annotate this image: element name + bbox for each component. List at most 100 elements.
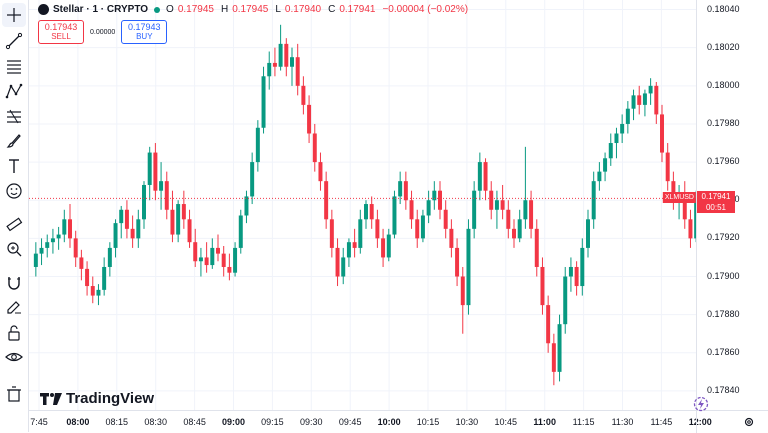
candle	[489, 181, 494, 220]
candle	[386, 228, 391, 262]
time-axis[interactable]: 7:45 08:00 08:15 08:30 08:45 09:00 09:15 09:30 0…	[29, 410, 712, 433]
candle	[381, 228, 386, 267]
candle-body	[352, 242, 357, 248]
candle-body	[420, 215, 425, 239]
candle	[483, 158, 488, 201]
candle-body	[517, 219, 522, 239]
candle-body	[494, 200, 499, 210]
candle	[159, 162, 164, 210]
candle	[204, 242, 209, 273]
unlock-tool[interactable]	[2, 321, 26, 345]
candle	[455, 238, 460, 287]
brand-name: TradingView	[66, 390, 155, 407]
crosshair-tool[interactable]	[2, 3, 26, 27]
candle	[170, 190, 175, 243]
time-tick-label: 12:00	[688, 417, 712, 427]
candle-body	[33, 253, 38, 267]
candle-body	[489, 190, 494, 210]
candle-body	[381, 238, 386, 258]
tradingview-logo-icon	[40, 392, 62, 405]
candle-body	[369, 204, 374, 220]
candle-body	[483, 162, 488, 191]
candle-body	[580, 247, 585, 287]
chart-plot-area[interactable]	[29, 0, 701, 410]
candle	[546, 295, 551, 353]
open-key: O	[166, 4, 174, 15]
buy-button[interactable]: 0.17943 BUY	[121, 20, 168, 44]
candle-body	[568, 266, 573, 277]
candle	[631, 89, 636, 121]
candle-body	[124, 209, 129, 229]
candle-body	[506, 209, 511, 229]
candle-body	[449, 228, 454, 248]
candle-body	[187, 219, 192, 243]
fib-tool[interactable]	[2, 104, 26, 128]
horizontal-lines-tool[interactable]	[2, 54, 26, 78]
chart-legend: Stellar · 1 · CRYPTO O 0.17945 H 0.17945 L…	[38, 4, 471, 15]
candle-body	[682, 192, 687, 220]
price-tick-label: 0.17860	[707, 346, 740, 357]
candle	[62, 209, 67, 243]
emoji-tool[interactable]	[2, 179, 26, 203]
candle	[267, 51, 272, 90]
candle	[221, 246, 226, 277]
magnet-tool[interactable]	[2, 271, 26, 295]
candle-body	[238, 215, 243, 248]
candle-body	[364, 204, 368, 220]
eye-icon	[5, 352, 23, 362]
time-tick-label: 09:00	[221, 417, 246, 427]
candle	[551, 333, 556, 386]
stellar-logo-icon	[38, 4, 49, 15]
candle	[432, 181, 437, 210]
candle-body	[85, 268, 90, 287]
candle-body	[460, 276, 465, 306]
crosshair-icon	[7, 8, 21, 22]
tradingview-watermark[interactable]: TradingView	[40, 390, 154, 407]
high-value: 0.17945	[232, 4, 269, 15]
eye-tool[interactable]	[2, 345, 26, 369]
symbol-tag: XLMUSD	[662, 192, 696, 204]
trash-tool[interactable]	[2, 382, 26, 406]
candle	[164, 171, 169, 220]
flash-icon[interactable]	[693, 396, 709, 412]
settings-gear-icon[interactable]	[743, 416, 755, 428]
candle	[364, 200, 368, 229]
text-tool[interactable]	[2, 154, 26, 178]
candle-body	[574, 266, 579, 287]
candle-body	[255, 127, 260, 163]
candle	[403, 171, 408, 210]
ruler-tool[interactable]	[2, 212, 26, 236]
brush-tool[interactable]	[2, 129, 26, 153]
axis-corner	[696, 410, 768, 433]
candle-body	[170, 209, 175, 235]
candle	[529, 190, 534, 239]
candle	[233, 242, 238, 277]
lock-edit-tool[interactable]	[2, 295, 26, 319]
candle-body	[540, 266, 545, 306]
time-tick-label: 11:45	[650, 417, 673, 427]
candle	[153, 143, 158, 201]
price-axis[interactable]: 0.18040 0.18020 0.18000 0.17980 0.17960 0.179…	[696, 0, 768, 410]
candle	[671, 171, 676, 210]
candlestick-chart[interactable]	[29, 0, 701, 410]
candle-body	[233, 247, 238, 273]
candle-body	[386, 234, 391, 258]
candle-body	[261, 76, 266, 128]
candle	[603, 152, 608, 182]
candle-body	[563, 276, 568, 325]
bar-countdown: 00:51	[705, 203, 727, 213]
candle	[301, 76, 306, 115]
candle-body	[642, 93, 647, 105]
candle-body	[301, 85, 306, 105]
candle-body	[455, 247, 460, 277]
candle	[181, 190, 186, 229]
candle	[50, 228, 55, 254]
pattern-tool[interactable]	[2, 79, 26, 103]
candle-body	[398, 181, 403, 197]
buy-price: 0.17943	[128, 22, 161, 32]
symbol-title[interactable]: Stellar · 1 · CRYPTO	[53, 4, 149, 15]
trend-line-tool[interactable]	[2, 29, 26, 53]
candle	[534, 219, 539, 277]
zoom-in-tool[interactable]	[2, 237, 26, 261]
sell-button[interactable]: 0.17943 SELL	[38, 20, 84, 44]
